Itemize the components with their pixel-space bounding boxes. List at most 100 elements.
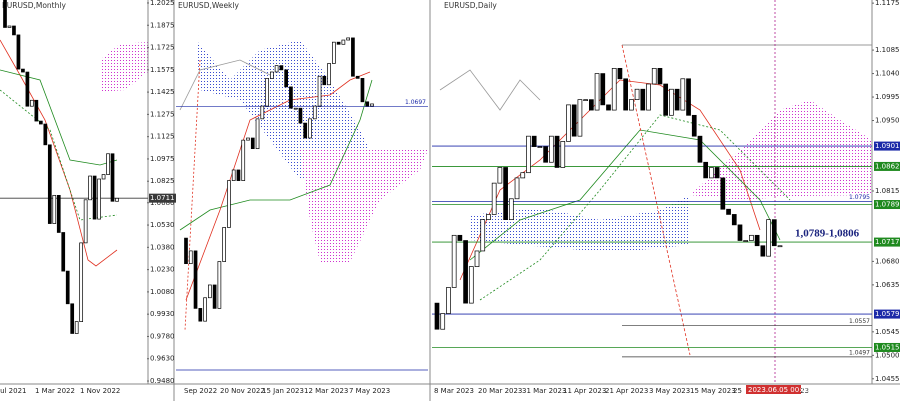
- candle: [577, 99, 583, 137]
- candle: [520, 172, 526, 179]
- candle: [351, 37, 355, 77]
- candle: [336, 41, 341, 45]
- candle: [97, 178, 101, 220]
- x-tick-label: 1 Nov 2022: [80, 387, 120, 395]
- x-tick-label: 8 Mar 2023: [434, 387, 474, 395]
- candle: [623, 78, 629, 111]
- candle: [720, 177, 726, 210]
- candle: [56, 194, 61, 233]
- candle: [760, 245, 766, 257]
- y-tick-label: 1.0995: [875, 93, 900, 101]
- candle: [298, 107, 303, 124]
- annotation: 1,0789-1,0806: [795, 228, 860, 240]
- candle: [548, 135, 554, 163]
- y-tick-label: 1.1125: [150, 133, 175, 141]
- candle: [514, 177, 520, 200]
- candle: [646, 83, 651, 111]
- candle: [508, 198, 514, 221]
- candle: [284, 69, 289, 88]
- candle: [754, 234, 760, 247]
- candle: [640, 88, 646, 111]
- level-label: 1.0557: [849, 318, 870, 325]
- y-tick-label: 0.9480: [150, 377, 175, 385]
- x-tick-label: 15 May 2023: [690, 387, 736, 395]
- plot: [0, 0, 148, 334]
- x-tick-label: 7 May 2023: [349, 387, 390, 395]
- y-tick-label: 1.1175: [875, 0, 900, 7]
- price-box: [874, 200, 900, 210]
- candle: [629, 99, 634, 111]
- y-tick-label: 1.1085: [875, 46, 900, 54]
- candle: [303, 122, 308, 139]
- candle: [777, 245, 783, 248]
- level-label: 1.0579: [875, 310, 900, 318]
- plot: [432, 67, 872, 358]
- candle: [463, 240, 468, 304]
- price-box: [874, 141, 900, 151]
- candle: [446, 287, 451, 314]
- candle: [3, 0, 7, 28]
- candle: [43, 123, 48, 146]
- candle: [583, 99, 588, 102]
- candle: [737, 224, 743, 241]
- candle: [293, 107, 298, 110]
- candle: [600, 73, 606, 106]
- candle: [83, 199, 88, 244]
- candle: [327, 63, 331, 86]
- level-label: 1.0862: [875, 162, 900, 170]
- y-tick-label: 0.9930: [150, 310, 175, 318]
- y-tick-label: 1.0530: [150, 221, 175, 229]
- level-label: 1.0717: [875, 238, 900, 246]
- y-tick-label: 0.9780: [150, 332, 175, 340]
- candle: [634, 88, 640, 101]
- candle: [691, 114, 697, 137]
- candle: [617, 67, 623, 80]
- candle: [101, 174, 106, 180]
- candle: [346, 37, 351, 41]
- y-tick-label: 1.0680: [875, 257, 900, 265]
- candle: [651, 67, 657, 85]
- y-tick-label: 1.0080: [150, 288, 175, 296]
- candle: [680, 78, 686, 111]
- candle: [669, 88, 674, 116]
- candle: [451, 234, 457, 288]
- candle: [606, 104, 611, 111]
- y-tick-label: 1.1040: [875, 70, 900, 78]
- candle: [726, 208, 731, 215]
- candle: [663, 83, 669, 116]
- candle: [246, 137, 250, 141]
- y-tick-label: 1.1575: [150, 66, 175, 74]
- candle: [771, 219, 777, 247]
- candle: [709, 167, 714, 179]
- candle: [30, 99, 34, 107]
- x-tick-label: 12 Mar 2023: [304, 387, 348, 395]
- x-tick-label: 23: [800, 387, 809, 395]
- y-tick-label: 1.1275: [150, 110, 175, 118]
- level-label: 1.0697: [405, 99, 426, 106]
- candle: [289, 86, 293, 109]
- candle: [212, 284, 217, 309]
- candle: [588, 99, 594, 111]
- candle: [21, 68, 25, 73]
- candle: [560, 141, 566, 168]
- chart-title: EURUSD,Daily: [444, 1, 497, 10]
- candle: [686, 78, 691, 116]
- candle: [12, 25, 16, 36]
- candle: [714, 167, 720, 179]
- candle: [370, 103, 374, 107]
- candle: [457, 234, 463, 241]
- candle: [480, 219, 486, 252]
- candle: [434, 302, 440, 330]
- candle: [65, 270, 70, 305]
- candle: [703, 161, 709, 179]
- candle: [571, 104, 577, 137]
- candle: [365, 101, 370, 107]
- cursor-flag: [746, 385, 801, 394]
- candle: [526, 135, 531, 174]
- candle: [503, 167, 508, 221]
- chart-title: EURUSD,Weekly: [178, 1, 239, 10]
- candle: [260, 105, 265, 120]
- candle: [594, 73, 600, 111]
- candle: [274, 65, 279, 73]
- y-tick-label: 1.1425: [150, 88, 175, 96]
